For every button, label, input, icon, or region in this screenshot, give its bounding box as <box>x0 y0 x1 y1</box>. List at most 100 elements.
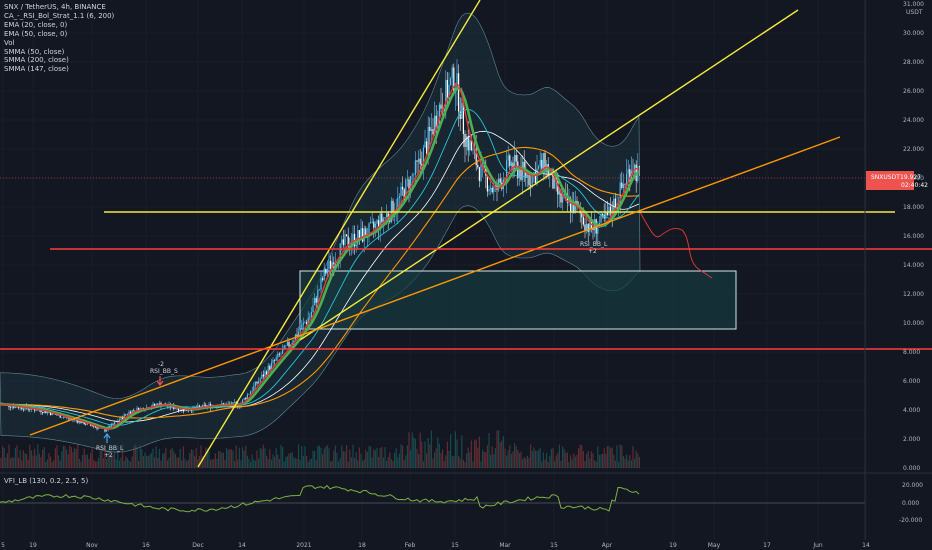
volume-bar <box>411 432 413 468</box>
arrow-up-icon <box>103 433 111 443</box>
volume-bar <box>621 445 623 468</box>
volume-bar <box>632 445 634 468</box>
volume-bar <box>171 447 173 468</box>
volume-bar <box>330 461 332 468</box>
volume-bar <box>514 443 516 468</box>
candle-body <box>586 223 588 231</box>
volume-bar <box>176 457 178 468</box>
candle-body <box>469 140 471 151</box>
volume-bar <box>384 447 386 468</box>
volume-bar <box>328 448 330 468</box>
volume-bar <box>434 452 436 468</box>
time-tick-label: 2021 <box>296 542 311 549</box>
volume-bar <box>150 452 152 468</box>
volume-bar <box>22 450 24 468</box>
volume-bar <box>91 448 93 468</box>
chart-legend[interactable]: SNX / TetherUS, 4h, BINANCE CA_-_RSI_Bol… <box>4 3 114 74</box>
candle-body <box>379 213 381 231</box>
candle-body <box>112 423 114 425</box>
volume-bar <box>27 459 29 468</box>
volume-bar <box>586 453 588 468</box>
legend-study[interactable]: SMMA (50, close) <box>4 47 65 56</box>
volume-bar <box>613 454 615 468</box>
volume-bar <box>312 450 314 468</box>
legend-study[interactable]: CA_-_RSI_Bol_Strat_1.1 (6, 200) <box>4 11 115 20</box>
volume-bar <box>600 454 602 468</box>
candle-body <box>176 408 178 410</box>
volume-bar <box>294 458 296 468</box>
candle-body <box>256 381 258 384</box>
volume-bar <box>618 461 620 468</box>
candle-body <box>314 298 316 306</box>
legend-study[interactable]: EMA (50, close, 0) <box>4 29 68 38</box>
volume-bar <box>90 452 92 468</box>
price-tick-label: 26.000 <box>903 88 924 95</box>
buy-label: RSI_BB_L <box>580 241 608 248</box>
legend-study[interactable]: SMMA (147, close) <box>4 65 69 74</box>
candle-body <box>346 234 348 237</box>
volume-bar <box>262 444 264 468</box>
volume-bar <box>96 461 98 468</box>
volume-bar <box>450 433 452 468</box>
candle-body <box>456 73 458 89</box>
candle-body <box>562 196 564 203</box>
volume-bar <box>477 447 479 468</box>
candle-body <box>258 381 260 384</box>
candle-body <box>342 239 344 245</box>
candle-body <box>110 423 112 428</box>
candle-body <box>197 405 199 409</box>
candle-body <box>538 166 540 169</box>
volume-bar <box>304 446 306 468</box>
candle-body <box>42 412 44 413</box>
candle-body <box>450 78 452 85</box>
volume-bar <box>606 446 608 468</box>
legend-study[interactable]: EMA (20, close, 0) <box>4 20 68 29</box>
volume-bar <box>634 458 636 468</box>
volume-bar <box>435 448 437 468</box>
price-tick-label: 28.000 <box>903 59 924 66</box>
volume-bar <box>624 458 626 468</box>
volume-bar <box>603 448 605 468</box>
volume-bar <box>123 461 125 468</box>
price-tick-label: 8.000 <box>903 349 920 356</box>
candle-body <box>485 166 487 176</box>
volume-bar <box>238 447 240 468</box>
volume-bar <box>557 452 559 468</box>
volume-bar <box>502 436 504 468</box>
volume-bar <box>184 458 186 468</box>
candle-body <box>507 155 509 161</box>
volume-bar <box>547 461 549 468</box>
axis-unit: USDT <box>906 9 923 16</box>
candle-body <box>574 200 576 214</box>
candle-body <box>381 213 383 222</box>
volume-bar <box>174 453 176 468</box>
volume-bar <box>69 445 71 468</box>
candle-body <box>429 126 431 131</box>
legend-title[interactable]: SNX / TetherUS, 4h, BINANCE <box>4 3 106 11</box>
volume-bar <box>562 446 564 468</box>
time-tick-label: May <box>708 542 721 549</box>
vfi-tick-label: 20.000 <box>902 482 923 489</box>
time-tick-label: 14 <box>238 542 246 549</box>
volume-bar <box>104 444 106 468</box>
volume-bar <box>179 448 181 468</box>
candle-body <box>554 176 556 189</box>
legend-study[interactable]: SMMA (200, close) <box>4 56 69 65</box>
candle-body <box>408 179 410 192</box>
candle-body <box>371 221 373 223</box>
candle-body <box>482 163 484 164</box>
volume-bar <box>526 455 528 468</box>
volume-bar <box>322 454 324 468</box>
volume-bar <box>200 445 202 468</box>
ema-fast-line <box>0 82 640 430</box>
volume-bar <box>261 448 263 468</box>
vfi-legend[interactable]: VFI_LB (130, 0.2, 2.5, 5) <box>4 477 89 485</box>
candle-body <box>69 418 71 419</box>
candle-body <box>86 423 88 425</box>
volume-bar <box>443 460 445 468</box>
legend-study[interactable]: Vol <box>4 38 15 47</box>
candle-body <box>360 228 362 239</box>
volume-bar <box>430 430 432 468</box>
trendline-yellow-mid <box>299 9 799 341</box>
